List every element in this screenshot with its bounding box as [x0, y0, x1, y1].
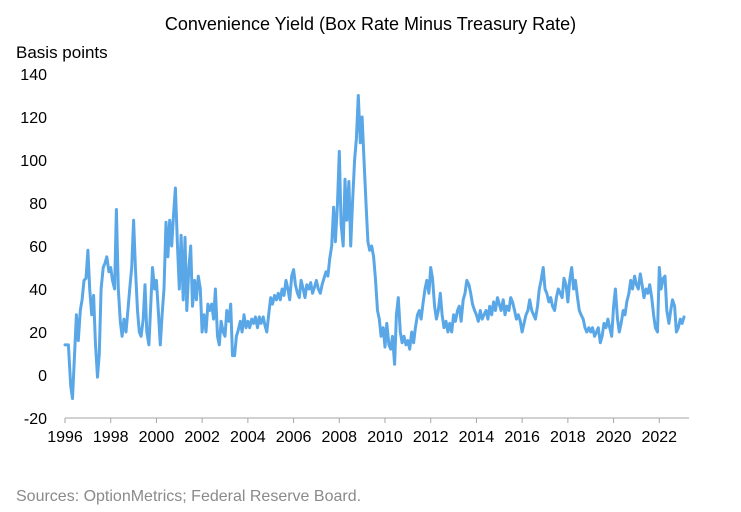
y-tick-label: 100 [20, 153, 47, 170]
y-tick-label: 80 [29, 196, 47, 213]
chart-title: Convenience Yield (Box Rate Minus Treasu… [164, 14, 577, 34]
series-layer [63, 94, 686, 401]
y-tick-label: 120 [20, 110, 47, 127]
x-tick-label: 2004 [230, 429, 266, 446]
x-tick-label: 2002 [184, 429, 220, 446]
x-tick-label: 1998 [93, 429, 129, 446]
series-line [63, 94, 686, 401]
x-tick-label: 2020 [596, 429, 632, 446]
x-tick-label: 2018 [550, 429, 586, 446]
y-tick-label: 0 [38, 368, 47, 385]
x-tick-label: 2022 [641, 429, 677, 446]
x-axis: 1996 1998 2000 2002 2004 2006 2008 2010 2012 2014… [47, 417, 689, 446]
x-tick-label: 2010 [367, 429, 403, 446]
y-tick-label: 20 [29, 325, 47, 342]
y-axis-ticks: -20 0 20 40 60 80 100 120 140 [20, 67, 47, 428]
y-axis-label: Basis points [16, 43, 108, 62]
x-tick-label: 2008 [321, 429, 357, 446]
x-tick-label: 1996 [47, 429, 83, 446]
y-tick-label: 40 [29, 282, 47, 299]
x-tick-label: 2012 [413, 429, 449, 446]
x-tick-label: 2000 [139, 429, 175, 446]
x-tick-label: 2016 [504, 429, 540, 446]
y-tick-label: 140 [20, 67, 47, 84]
x-tick-label: 2014 [459, 429, 495, 446]
y-tick-label: -20 [24, 411, 47, 428]
x-tick-label: 2006 [276, 429, 312, 446]
source-note: Sources: OptionMetrics; Federal Reserve … [16, 488, 362, 505]
y-tick-label: 60 [29, 239, 47, 256]
